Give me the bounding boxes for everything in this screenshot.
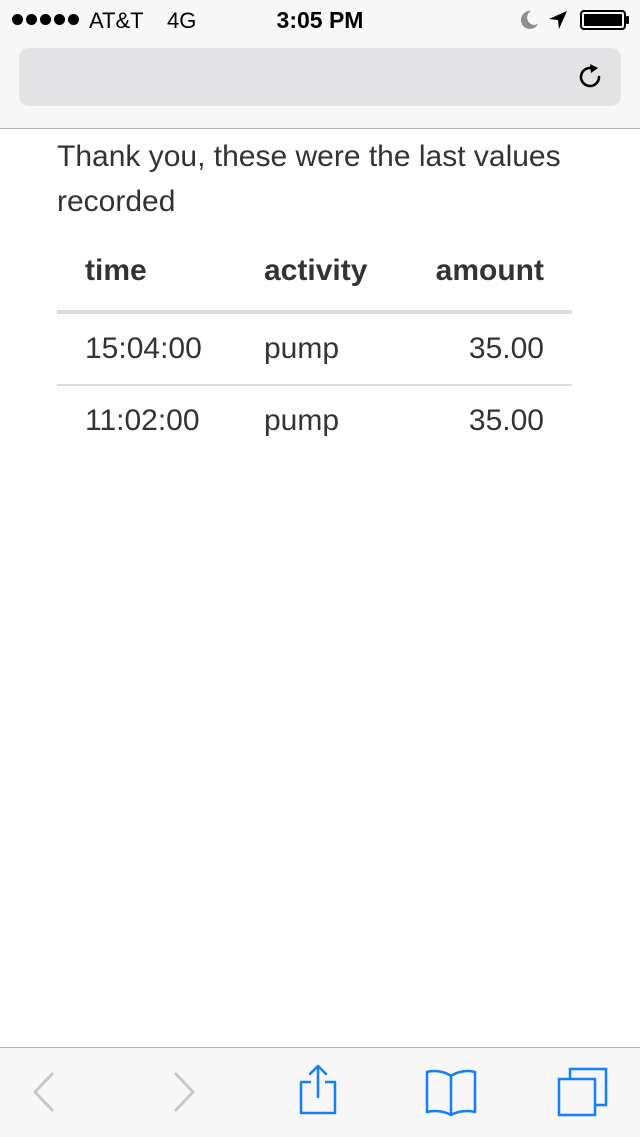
- status-bar: AT&T 4G 3:05 PM: [0, 0, 640, 40]
- back-icon[interactable]: [30, 1070, 58, 1114]
- records-table: time activity amount 15:04:00 pump 35.00…: [57, 232, 572, 456]
- header-amount: amount: [409, 232, 572, 314]
- cell-time: 11:02:00: [57, 384, 264, 456]
- signal-strength-icon: [12, 14, 79, 25]
- share-icon[interactable]: [298, 1064, 338, 1116]
- carrier-name: AT&T: [89, 8, 144, 33]
- cell-activity: pump: [264, 384, 409, 456]
- forward-icon[interactable]: [170, 1070, 198, 1114]
- table-row: 11:02:00 pump 35.00: [57, 384, 572, 456]
- header-time: time: [57, 232, 264, 314]
- cell-activity: pump: [264, 332, 340, 365]
- page-content: Thank you, these were the last values re…: [57, 128, 572, 456]
- table-header-row: time activity amount: [57, 232, 572, 314]
- address-bar[interactable]: [19, 48, 621, 106]
- network-type: 4G: [167, 8, 197, 33]
- header-activity: activity: [264, 232, 409, 314]
- battery-icon: [580, 10, 629, 30]
- browser-top-chrome: AT&T 4G 3:05 PM: [0, 0, 640, 129]
- location-icon: [549, 11, 567, 29]
- cell-time: 15:04:00: [85, 332, 202, 365]
- reload-icon[interactable]: [575, 62, 605, 92]
- table-row: 15:04:00 pump 35.00: [57, 312, 572, 385]
- status-time: 3:05 PM: [276, 7, 364, 33]
- confirmation-message: Thank you, these were the last values re…: [57, 140, 561, 218]
- moon-icon: [520, 10, 538, 29]
- bookmarks-icon[interactable]: [424, 1068, 478, 1116]
- browser-bottom-toolbar: [0, 1047, 640, 1137]
- cell-amount: 35.00: [468, 332, 544, 365]
- cell-amount: 35.00: [409, 384, 572, 456]
- tabs-icon[interactable]: [556, 1066, 610, 1118]
